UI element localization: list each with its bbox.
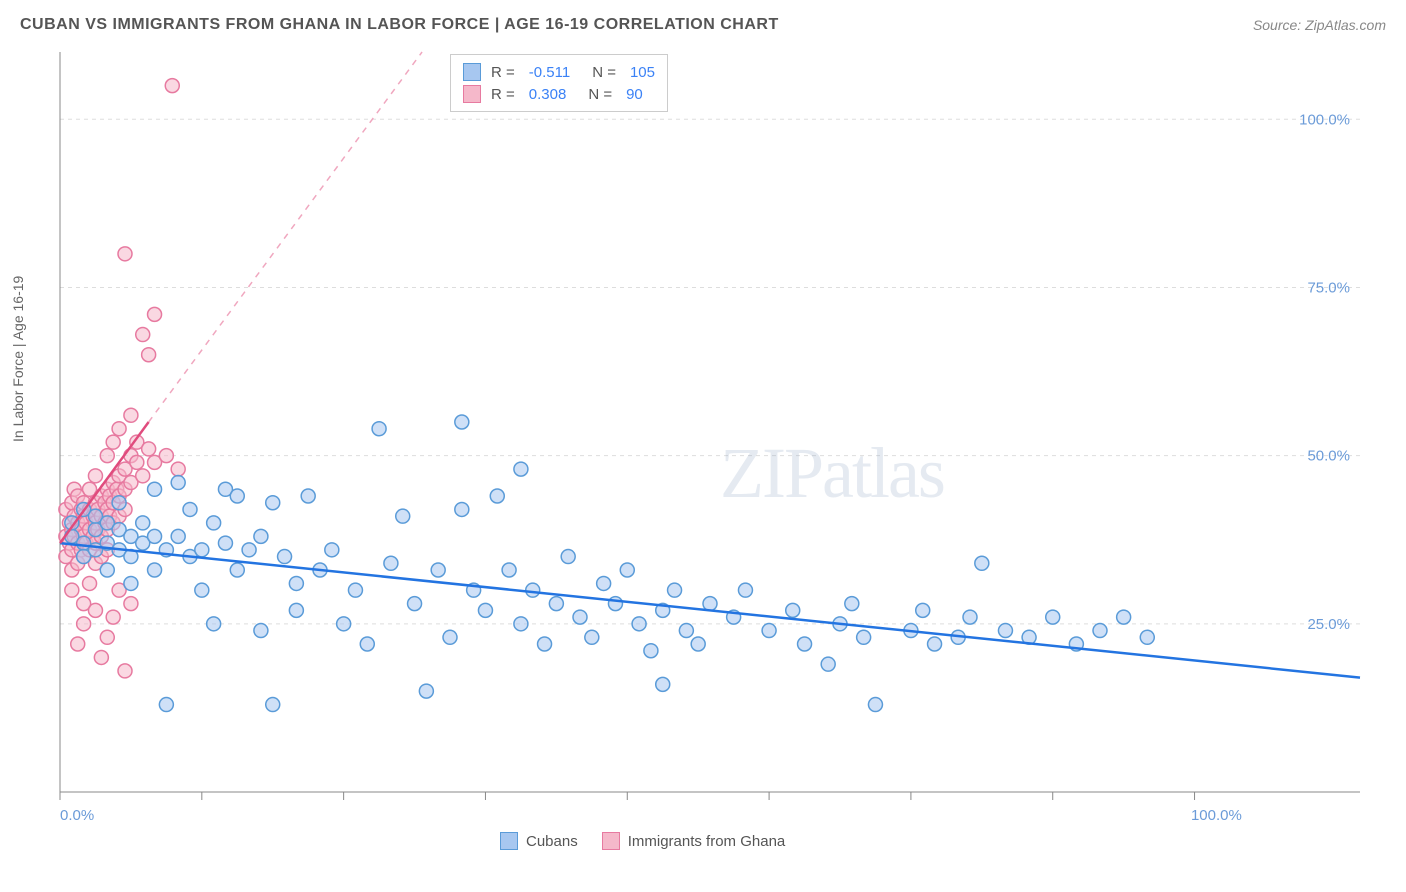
- r-value-ghana: 0.308: [529, 86, 567, 103]
- r-value-cubans: -0.511: [529, 64, 570, 81]
- svg-text:50.0%: 50.0%: [1307, 448, 1350, 465]
- series-legend: Cubans Immigrants from Ghana: [500, 832, 785, 850]
- n-value-ghana: 90: [626, 86, 643, 103]
- correlation-row-ghana: R = 0.308 N = 90: [463, 83, 655, 105]
- chart-title: CUBAN VS IMMIGRANTS FROM GHANA IN LABOR …: [20, 16, 779, 34]
- scatter-chart: 25.0% 50.0% 75.0% 100.0% 0.0% 100.0%: [20, 42, 1386, 852]
- correlation-legend: R = -0.511 N = 105 R = 0.308 N = 90: [450, 54, 668, 112]
- legend-item-cubans: Cubans: [500, 832, 578, 850]
- chart-source: Source: ZipAtlas.com: [1253, 17, 1386, 33]
- swatch-cubans: [463, 63, 481, 81]
- svg-text:100.0%: 100.0%: [1191, 807, 1242, 824]
- svg-text:25.0%: 25.0%: [1307, 616, 1350, 633]
- swatch-cubans-icon: [500, 832, 518, 850]
- correlation-row-cubans: R = -0.511 N = 105: [463, 61, 655, 83]
- chart-container: 25.0%50.0%75.0%100.0%0.0%100.0% ZIPatlas…: [20, 42, 1386, 852]
- swatch-ghana-icon: [602, 832, 620, 850]
- chart-header: CUBAN VS IMMIGRANTS FROM GHANA IN LABOR …: [0, 0, 1406, 42]
- svg-text:0.0%: 0.0%: [60, 807, 94, 824]
- n-value-cubans: 105: [630, 64, 655, 81]
- svg-text:75.0%: 75.0%: [1307, 279, 1350, 296]
- swatch-ghana: [463, 85, 481, 103]
- svg-text:100.0%: 100.0%: [1299, 111, 1350, 128]
- y-axis-label: In Labor Force | Age 16-19: [10, 276, 26, 442]
- legend-item-ghana: Immigrants from Ghana: [602, 832, 786, 850]
